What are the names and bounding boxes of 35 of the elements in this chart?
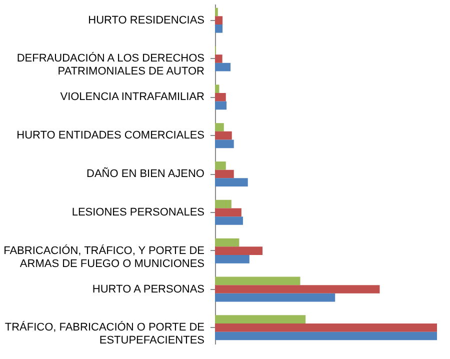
y-tick-label: DEFRAUDACIÓN A LOS DERECHOS PATRIMONIALES DE AUTOR	[16, 52, 205, 78]
bar	[215, 332, 437, 340]
y-tick-label: DAÑO EN BIEN AJENO	[86, 167, 205, 180]
bar	[215, 140, 234, 148]
bar	[215, 315, 306, 324]
bar	[215, 208, 242, 217]
bar	[215, 238, 240, 247]
bar	[215, 101, 227, 110]
bar	[215, 246, 263, 255]
bar	[215, 54, 222, 63]
bar	[215, 255, 250, 264]
y-tick-label: LESIONES PERSONALES	[72, 206, 204, 218]
bar	[215, 293, 336, 302]
bar	[215, 162, 226, 170]
bar	[215, 216, 243, 225]
y-tick-label: TRÁFICO, FABRICACIÓN O PORTE DE ESTUPEFACIENTES	[4, 320, 204, 347]
bar	[215, 200, 232, 208]
bar	[215, 276, 300, 286]
bar	[215, 62, 231, 72]
bar	[215, 324, 437, 332]
bar	[215, 16, 223, 24]
bar	[215, 178, 248, 186]
y-tick-label: HURTO A PERSONAS	[92, 283, 204, 296]
bar	[215, 8, 218, 16]
y-tick-label: HURTO RESIDENCIAS	[88, 14, 204, 26]
y-tick-label: FABRICACIÓN, TRÁFICO, Y PORTE DE ARMAS DE FUEGO O MUNICIONES	[4, 244, 204, 270]
bar	[215, 93, 226, 102]
y-tick-label: HURTO ENTIDADES COMERCIALES	[16, 130, 204, 142]
bar	[215, 84, 220, 93]
y-tick-label: VIOLENCIA INTRAFAMILIAR	[60, 91, 205, 104]
bar	[215, 123, 224, 132]
bar	[215, 131, 232, 140]
bar	[215, 24, 223, 33]
bar	[215, 285, 380, 294]
bar	[215, 170, 234, 178]
